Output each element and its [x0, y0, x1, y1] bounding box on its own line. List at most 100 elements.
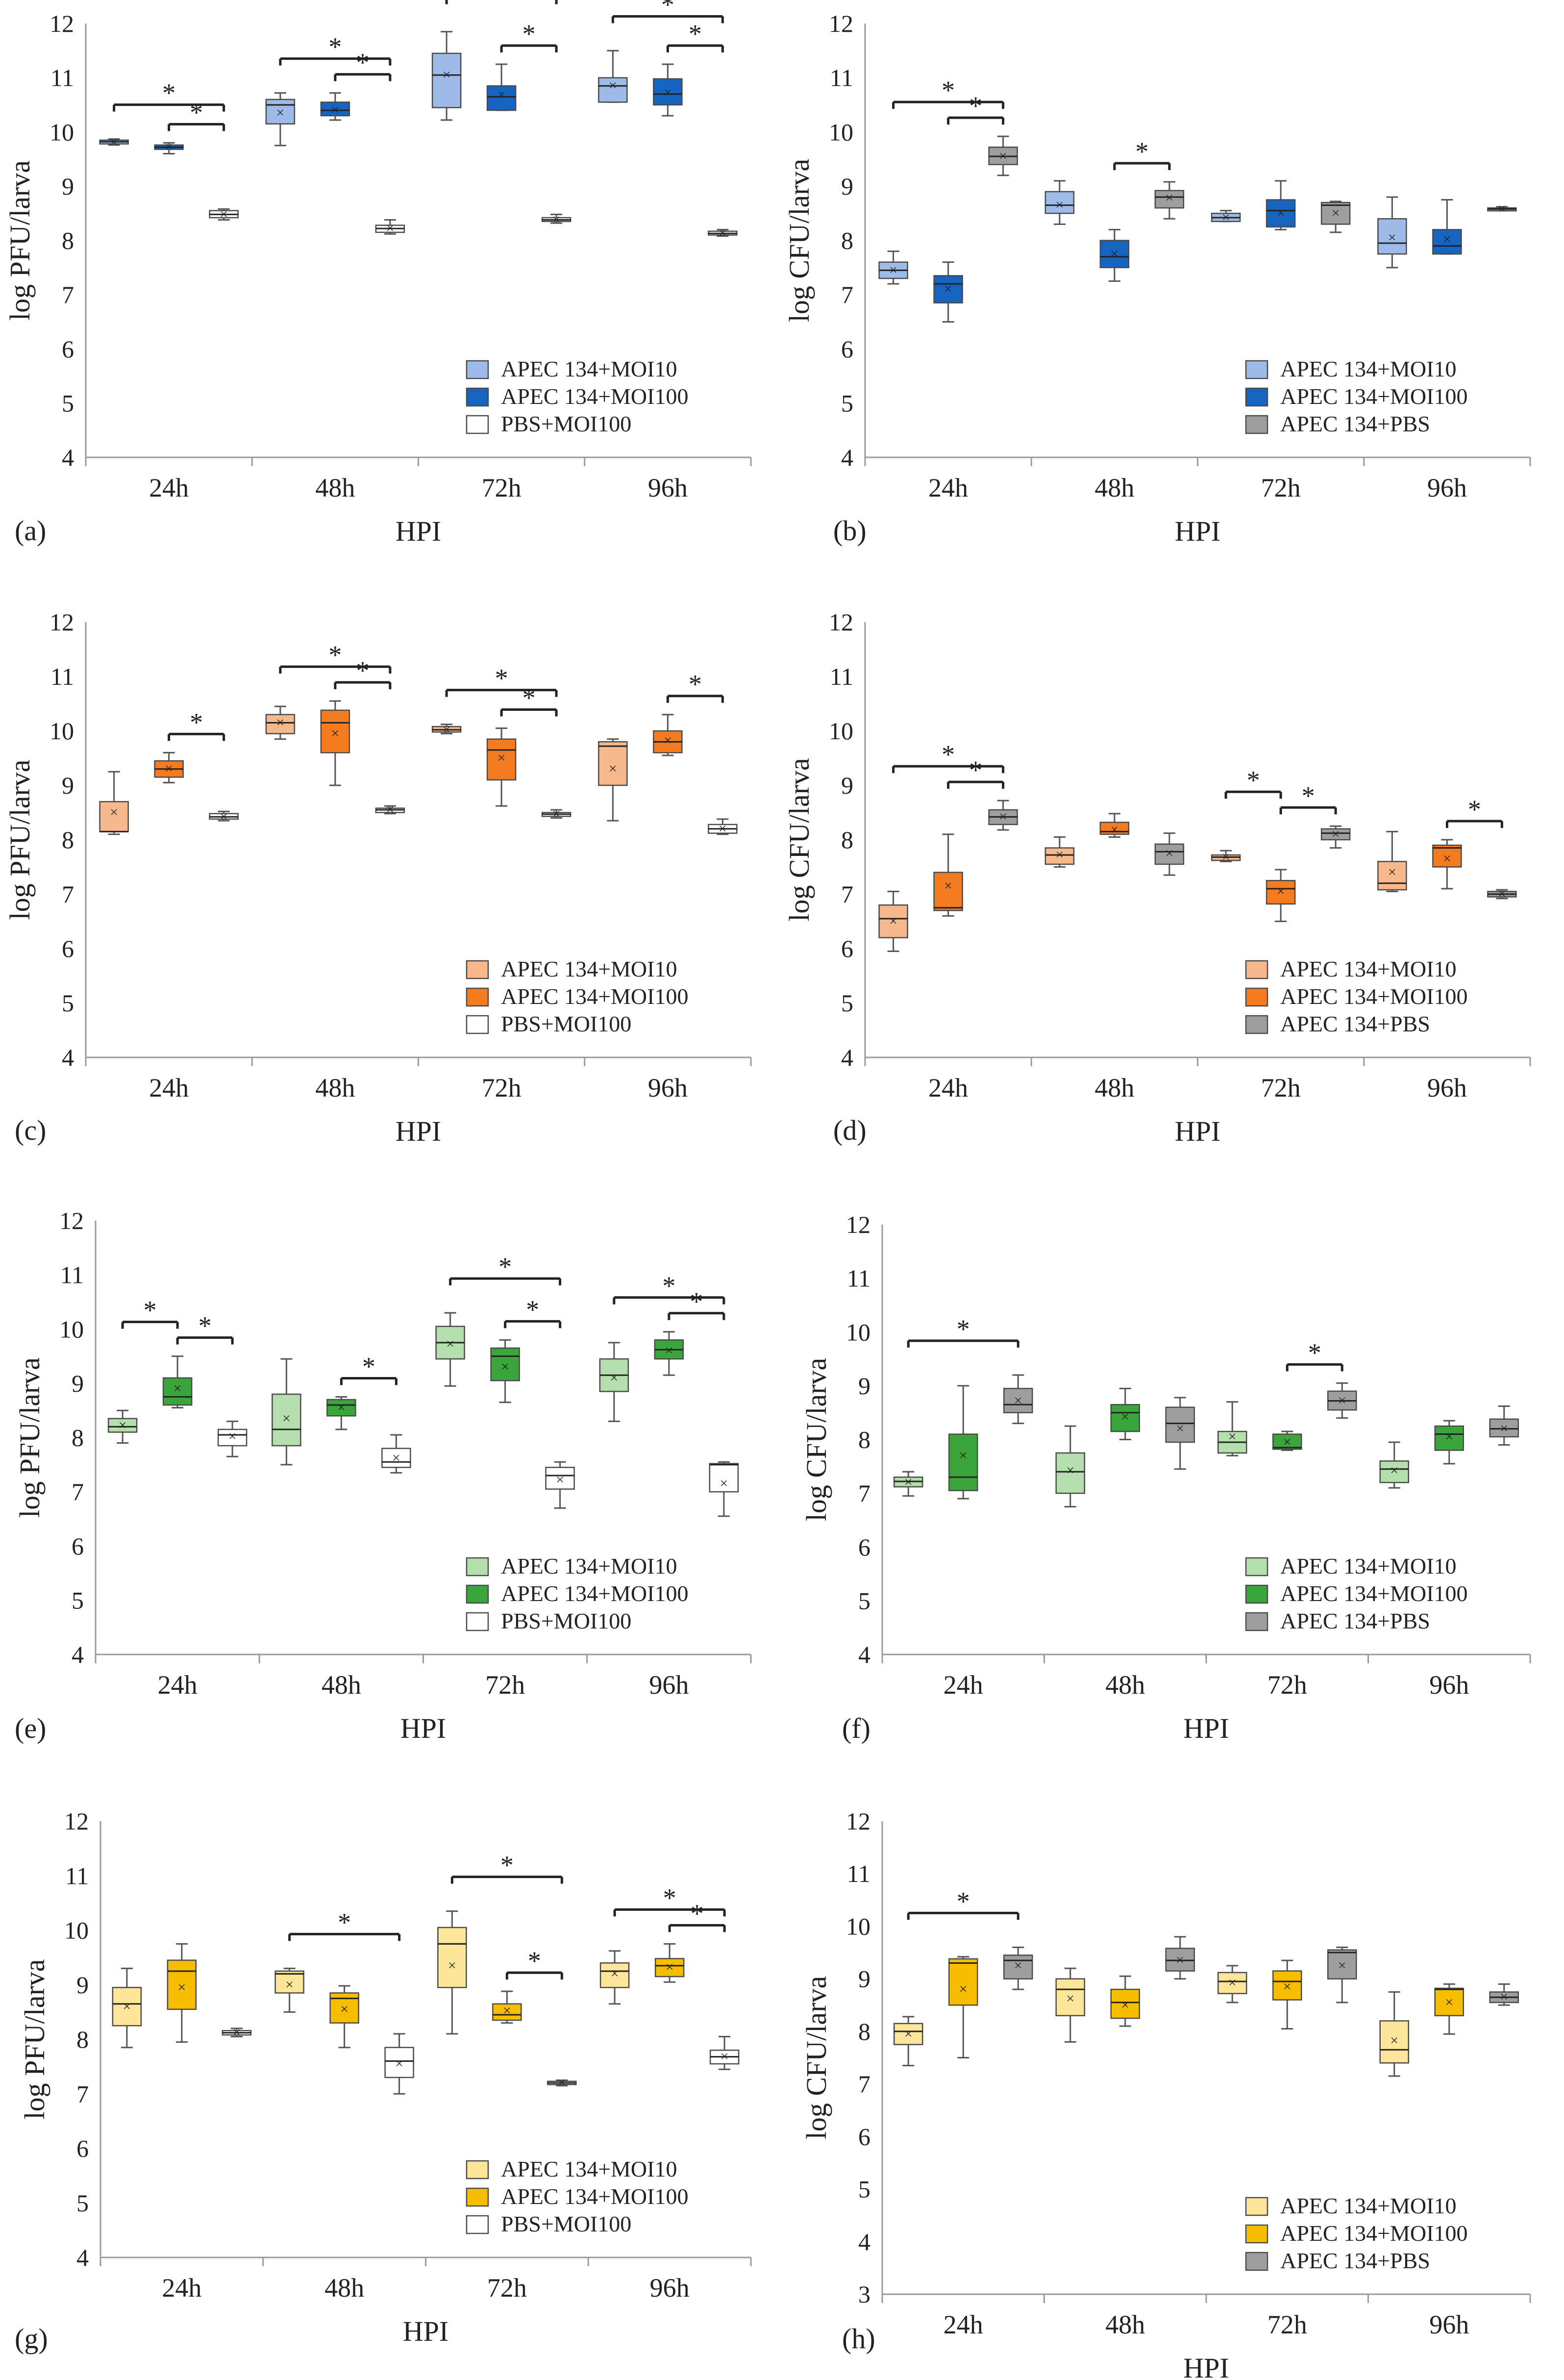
y-tick-label: 8: [62, 227, 74, 254]
box-2-48h: ×: [320, 92, 350, 121]
box-1-72h: ×: [435, 1312, 465, 1387]
y-tick-label: 11: [830, 64, 853, 92]
legend-label: APEC 134+MOI100: [1280, 984, 1467, 1009]
y-tick-label: 11: [847, 1860, 870, 1887]
significance-star: *: [498, 1252, 512, 1281]
mean-marker: ×: [220, 808, 228, 825]
x-axis-title: HPI: [403, 2315, 448, 2347]
box-iqr: [107, 1418, 138, 1433]
chart-panel-8: 3 4 5 6 7 8 9 10 11 12 24h 48h 72h 96h HPI log CFU/larv…: [800, 1807, 1531, 2380]
y-axis-title: log PFU/larva: [4, 160, 36, 321]
mean-marker: ×: [904, 2026, 913, 2042]
legend-label: APEC 134+MOI100: [1280, 1581, 1467, 1606]
y-tick-label: 9: [841, 772, 853, 799]
box-iqr: [599, 1962, 630, 1988]
significance-star: *: [526, 1295, 539, 1324]
box-iqr: [1432, 844, 1462, 868]
y-tick-label: 4: [62, 444, 74, 471]
box-1-48h: ×: [274, 1967, 304, 2013]
significance-star: *: [942, 740, 955, 769]
significance-star: *: [969, 755, 982, 785]
mean-marker: ×: [1110, 246, 1118, 262]
legend-label: APEC 134+PBS: [1280, 411, 1430, 436]
box-1-72h: ×: [1217, 1401, 1247, 1456]
box-iqr: [274, 1970, 304, 1994]
mean-marker: ×: [232, 2025, 241, 2041]
significance-star: *: [1302, 781, 1315, 810]
significance-bracket: *: [892, 75, 1005, 109]
y-tick-label: 4: [62, 1044, 74, 1071]
mean-marker: ×: [1338, 1393, 1346, 1409]
panel-label: (f): [842, 1712, 870, 1744]
box-iqr: [1320, 828, 1351, 841]
x-axis-title: HPI: [1183, 1712, 1229, 1744]
mean-marker: ×: [285, 1977, 294, 1993]
mean-marker: ×: [276, 714, 284, 730]
x-tick-label: 72h: [482, 1073, 521, 1102]
mean-marker: ×: [446, 1336, 454, 1352]
box-iqr: [265, 714, 296, 734]
y-axis-title: log CFU/larva: [783, 159, 815, 322]
panel-label: (c): [15, 1114, 46, 1146]
box-iqr: [1489, 1418, 1519, 1438]
box-2-96h: ×: [654, 1943, 685, 1983]
x-tick-label: 96h: [1427, 473, 1467, 502]
y-tick-label: 8: [841, 227, 853, 254]
significance-star: *: [1135, 137, 1148, 166]
y-tick-label: 8: [72, 1424, 84, 1452]
y-tick-label: 5: [62, 389, 74, 417]
mean-marker: ×: [497, 87, 506, 103]
mean-marker: ×: [1176, 1421, 1184, 1437]
significance-star: *: [528, 1946, 541, 1976]
legend-swatch: [466, 2187, 489, 2207]
box-iqr: [1266, 199, 1296, 228]
mean-marker: ×: [720, 2049, 729, 2065]
significance-bracket: *: [1286, 1338, 1343, 1372]
legend-label: APEC 134+MOI10: [501, 2156, 677, 2181]
y-tick-label: 4: [841, 444, 853, 471]
mean-marker: ×: [228, 1428, 237, 1444]
significance-bracket: *: [450, 1851, 563, 1884]
significance-bracket: *: [504, 1295, 562, 1328]
legend-swatch: [1245, 2224, 1268, 2244]
box-iqr: [654, 1958, 685, 1978]
chart-panel-5: 4 5 6 7 8 9 10 11 12 24h 48h 72h 96h HPI log PFU/larva…: [14, 1207, 752, 1744]
box-2-48h: ×: [320, 700, 350, 786]
mean-marker: ×: [448, 1957, 456, 1974]
y-tick-label: 5: [858, 2176, 870, 2203]
y-tick-label: 8: [858, 2018, 870, 2045]
y-tick-label: 7: [76, 2080, 89, 2107]
mean-marker: ×: [1222, 849, 1230, 865]
box-iqr: [1432, 229, 1462, 255]
mean-marker: ×: [1014, 1393, 1022, 1409]
box-3-96h: ×: [708, 818, 738, 837]
box-3-48h: ×: [1165, 1936, 1195, 1980]
mean-marker: ×: [220, 206, 228, 222]
mean-marker: ×: [331, 102, 339, 118]
significance-bracket: *: [1113, 137, 1171, 171]
box-iqr: [948, 1958, 978, 2006]
y-tick-label: 12: [829, 10, 853, 37]
legend-label: APEC 134+MOI10: [1280, 1553, 1456, 1578]
box-2-24h: ×: [154, 752, 184, 783]
mean-marker: ×: [340, 2001, 348, 2017]
mean-marker: ×: [110, 134, 118, 150]
x-tick-label: 72h: [1267, 1670, 1307, 1700]
box-iqr: [709, 1463, 739, 1493]
legend-label: APEC 134+MOI100: [501, 2184, 688, 2209]
legend-label: APEC 134+MOI10: [501, 356, 677, 381]
x-tick-label: 72h: [482, 473, 521, 502]
mean-marker: ×: [1165, 845, 1173, 861]
mean-marker: ×: [944, 281, 952, 297]
box-1-48h: ×: [272, 1358, 301, 1466]
significance-star: *: [689, 19, 702, 49]
significance-bracket: *: [947, 755, 1005, 789]
significance-star: *: [1247, 765, 1260, 795]
x-axis-title: HPI: [1183, 2352, 1229, 2380]
mean-marker: ×: [119, 1417, 127, 1433]
x-tick-label: 48h: [324, 2273, 364, 2303]
significance-bracket: *: [288, 1907, 401, 1941]
y-tick-label: 6: [841, 935, 853, 962]
box-iqr: [1110, 1403, 1140, 1432]
